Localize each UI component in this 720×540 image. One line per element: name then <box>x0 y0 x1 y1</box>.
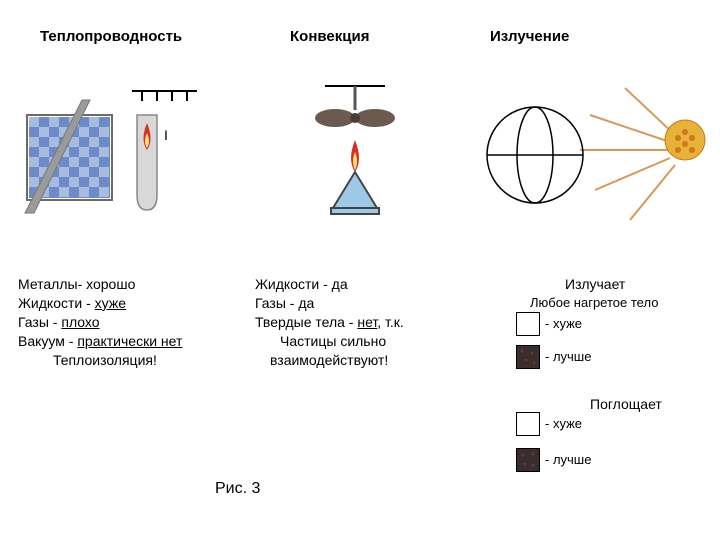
c2-l3b: нет <box>357 314 377 330</box>
col2-title: Конвекция <box>290 28 369 45</box>
conduction-illustration: I <box>22 85 202 225</box>
legend-absorb-dark <box>516 448 540 472</box>
svg-text:I: I <box>164 127 168 143</box>
col3-title: Излучение <box>490 28 569 45</box>
c3-emit-title: Излучает <box>565 275 625 294</box>
col1-title: Теплопроводность <box>40 28 182 45</box>
legend-emit-light-label: - хуже <box>545 316 582 331</box>
c2-l3c: , т.к. <box>377 314 404 330</box>
c1-l5: Теплоизоляция! <box>53 352 157 368</box>
convection-illustration <box>285 80 425 230</box>
legend-absorb-dark-label: - лучше <box>545 452 591 467</box>
c1-l1: Металлы- хорошо <box>18 276 135 292</box>
c1-l3a: Газы - <box>18 314 61 330</box>
c3-emit-sub: Любое нагретое тело <box>530 295 658 310</box>
c1-l2a: Жидкости - <box>18 295 95 311</box>
col1-text: Металлы- хорошо Жидкости - хуже Газы - п… <box>18 275 182 369</box>
legend-emit-dark-label: - лучше <box>545 349 591 364</box>
legend-emit-light <box>516 312 540 336</box>
c2-l1: Жидкости - да <box>255 275 404 294</box>
c1-l2b: хуже <box>95 295 126 311</box>
c1-l4b: практически нет <box>77 333 182 349</box>
c2-l3a: Твердые тела - <box>255 314 357 330</box>
c2-l5: взаимодействуют! <box>255 351 404 370</box>
c1-l3b: плохо <box>61 314 99 330</box>
col2-text: Жидкости - да Газы - да Твердые тела - н… <box>255 275 404 369</box>
legend-absorb-light <box>516 412 540 436</box>
c3-absorb-title: Поглощает <box>590 395 662 414</box>
radiation-illustration <box>480 80 710 240</box>
legend-emit-dark <box>516 345 540 369</box>
figure-label: Рис. 3 <box>215 480 260 498</box>
legend-absorb-light-label: - хуже <box>545 416 582 431</box>
c2-l2: Газы - да <box>255 294 404 313</box>
c2-l4: Частицы сильно <box>255 332 404 351</box>
c1-l4a: Вакуум - <box>18 333 77 349</box>
